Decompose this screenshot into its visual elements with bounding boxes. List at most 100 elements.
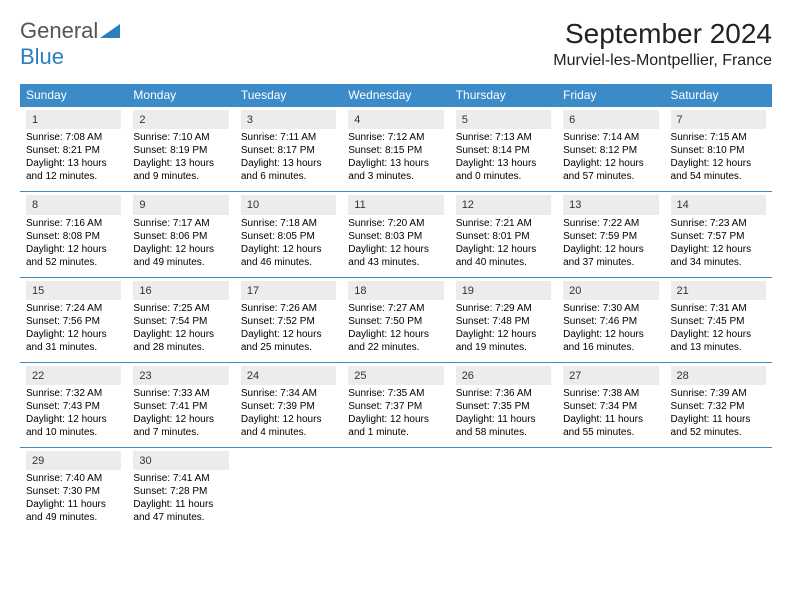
day-sunset: Sunset: 7:50 PM xyxy=(348,315,443,328)
day-daylight1: Daylight: 12 hours xyxy=(26,243,121,256)
day-number: 8 xyxy=(26,195,121,214)
day-daylight1: Daylight: 13 hours xyxy=(456,157,551,170)
day-sunset: Sunset: 7:48 PM xyxy=(456,315,551,328)
day-daylight2: and 31 minutes. xyxy=(26,341,121,354)
logo-text-1: General xyxy=(20,18,98,43)
day-daylight2: and 49 minutes. xyxy=(26,511,121,524)
day-number: 27 xyxy=(563,366,658,385)
calendar-week-row: 22Sunrise: 7:32 AMSunset: 7:43 PMDayligh… xyxy=(20,362,772,447)
day-sunset: Sunset: 7:32 PM xyxy=(671,400,766,413)
day-daylight2: and 47 minutes. xyxy=(133,511,228,524)
day-daylight2: and 54 minutes. xyxy=(671,170,766,183)
calendar-day-cell: 9Sunrise: 7:17 AMSunset: 8:06 PMDaylight… xyxy=(127,192,234,277)
weekday-header: Monday xyxy=(127,84,234,107)
calendar-day-cell: 15Sunrise: 7:24 AMSunset: 7:56 PMDayligh… xyxy=(20,277,127,362)
day-number: 22 xyxy=(26,366,121,385)
day-daylight1: Daylight: 12 hours xyxy=(133,328,228,341)
calendar-day-cell xyxy=(557,448,664,533)
calendar-day-cell: 7Sunrise: 7:15 AMSunset: 8:10 PMDaylight… xyxy=(665,107,772,192)
day-daylight2: and 46 minutes. xyxy=(241,256,336,269)
day-daylight1: Daylight: 11 hours xyxy=(456,413,551,426)
day-sunrise: Sunrise: 7:39 AM xyxy=(671,387,766,400)
calendar-day-cell: 29Sunrise: 7:40 AMSunset: 7:30 PMDayligh… xyxy=(20,448,127,533)
day-sunrise: Sunrise: 7:18 AM xyxy=(241,217,336,230)
day-daylight2: and 6 minutes. xyxy=(241,170,336,183)
day-daylight2: and 13 minutes. xyxy=(671,341,766,354)
day-daylight1: Daylight: 11 hours xyxy=(563,413,658,426)
day-daylight1: Daylight: 12 hours xyxy=(348,243,443,256)
calendar-day-cell: 20Sunrise: 7:30 AMSunset: 7:46 PMDayligh… xyxy=(557,277,664,362)
day-daylight2: and 37 minutes. xyxy=(563,256,658,269)
location-subtitle: Murviel-les-Montpellier, France xyxy=(553,52,772,70)
day-sunrise: Sunrise: 7:21 AM xyxy=(456,217,551,230)
day-daylight2: and 7 minutes. xyxy=(133,426,228,439)
day-daylight1: Daylight: 11 hours xyxy=(26,498,121,511)
day-sunset: Sunset: 7:54 PM xyxy=(133,315,228,328)
day-sunset: Sunset: 7:46 PM xyxy=(563,315,658,328)
day-sunset: Sunset: 8:01 PM xyxy=(456,230,551,243)
day-sunrise: Sunrise: 7:41 AM xyxy=(133,472,228,485)
day-daylight2: and 49 minutes. xyxy=(133,256,228,269)
day-number: 18 xyxy=(348,281,443,300)
day-daylight2: and 3 minutes. xyxy=(348,170,443,183)
day-sunrise: Sunrise: 7:30 AM xyxy=(563,302,658,315)
day-daylight1: Daylight: 12 hours xyxy=(456,243,551,256)
calendar-day-cell: 30Sunrise: 7:41 AMSunset: 7:28 PMDayligh… xyxy=(127,448,234,533)
day-number: 17 xyxy=(241,281,336,300)
day-sunrise: Sunrise: 7:10 AM xyxy=(133,131,228,144)
weekday-header: Tuesday xyxy=(235,84,342,107)
day-number: 28 xyxy=(671,366,766,385)
calendar-day-cell: 13Sunrise: 7:22 AMSunset: 7:59 PMDayligh… xyxy=(557,192,664,277)
day-daylight1: Daylight: 12 hours xyxy=(348,413,443,426)
calendar-day-cell: 25Sunrise: 7:35 AMSunset: 7:37 PMDayligh… xyxy=(342,362,449,447)
weekday-header: Wednesday xyxy=(342,84,449,107)
header: General Blue September 2024 Murviel-les-… xyxy=(20,18,772,70)
day-sunrise: Sunrise: 7:20 AM xyxy=(348,217,443,230)
day-number: 1 xyxy=(26,110,121,129)
calendar-day-cell xyxy=(342,448,449,533)
logo-triangle-icon xyxy=(100,24,120,38)
day-daylight1: Daylight: 12 hours xyxy=(671,328,766,341)
day-daylight2: and 57 minutes. xyxy=(563,170,658,183)
day-number: 14 xyxy=(671,195,766,214)
day-sunset: Sunset: 8:03 PM xyxy=(348,230,443,243)
day-daylight2: and 58 minutes. xyxy=(456,426,551,439)
day-sunset: Sunset: 8:12 PM xyxy=(563,144,658,157)
day-sunset: Sunset: 7:30 PM xyxy=(26,485,121,498)
day-daylight2: and 43 minutes. xyxy=(348,256,443,269)
calendar-day-cell: 12Sunrise: 7:21 AMSunset: 8:01 PMDayligh… xyxy=(450,192,557,277)
calendar-week-row: 29Sunrise: 7:40 AMSunset: 7:30 PMDayligh… xyxy=(20,448,772,533)
day-daylight2: and 25 minutes. xyxy=(241,341,336,354)
day-number: 25 xyxy=(348,366,443,385)
day-number: 11 xyxy=(348,195,443,214)
calendar-table: Sunday Monday Tuesday Wednesday Thursday… xyxy=(20,84,772,532)
calendar-day-cell xyxy=(235,448,342,533)
day-number: 7 xyxy=(671,110,766,129)
day-number: 13 xyxy=(563,195,658,214)
day-daylight1: Daylight: 12 hours xyxy=(133,413,228,426)
weekday-header: Thursday xyxy=(450,84,557,107)
day-daylight1: Daylight: 12 hours xyxy=(563,243,658,256)
day-sunset: Sunset: 7:43 PM xyxy=(26,400,121,413)
day-sunset: Sunset: 7:59 PM xyxy=(563,230,658,243)
day-daylight1: Daylight: 12 hours xyxy=(671,243,766,256)
weekday-header-row: Sunday Monday Tuesday Wednesday Thursday… xyxy=(20,84,772,107)
day-sunrise: Sunrise: 7:24 AM xyxy=(26,302,121,315)
title-block: September 2024 Murviel-les-Montpellier, … xyxy=(553,18,772,70)
day-daylight1: Daylight: 12 hours xyxy=(241,328,336,341)
day-sunrise: Sunrise: 7:36 AM xyxy=(456,387,551,400)
calendar-day-cell: 4Sunrise: 7:12 AMSunset: 8:15 PMDaylight… xyxy=(342,107,449,192)
calendar-day-cell: 23Sunrise: 7:33 AMSunset: 7:41 PMDayligh… xyxy=(127,362,234,447)
day-daylight1: Daylight: 12 hours xyxy=(671,157,766,170)
calendar-day-cell: 26Sunrise: 7:36 AMSunset: 7:35 PMDayligh… xyxy=(450,362,557,447)
day-daylight2: and 9 minutes. xyxy=(133,170,228,183)
calendar-week-row: 1Sunrise: 7:08 AMSunset: 8:21 PMDaylight… xyxy=(20,107,772,192)
day-number: 3 xyxy=(241,110,336,129)
day-sunset: Sunset: 8:06 PM xyxy=(133,230,228,243)
day-number: 21 xyxy=(671,281,766,300)
day-daylight1: Daylight: 12 hours xyxy=(26,328,121,341)
calendar-week-row: 8Sunrise: 7:16 AMSunset: 8:08 PMDaylight… xyxy=(20,192,772,277)
weekday-header: Sunday xyxy=(20,84,127,107)
day-daylight2: and 55 minutes. xyxy=(563,426,658,439)
day-sunset: Sunset: 8:19 PM xyxy=(133,144,228,157)
